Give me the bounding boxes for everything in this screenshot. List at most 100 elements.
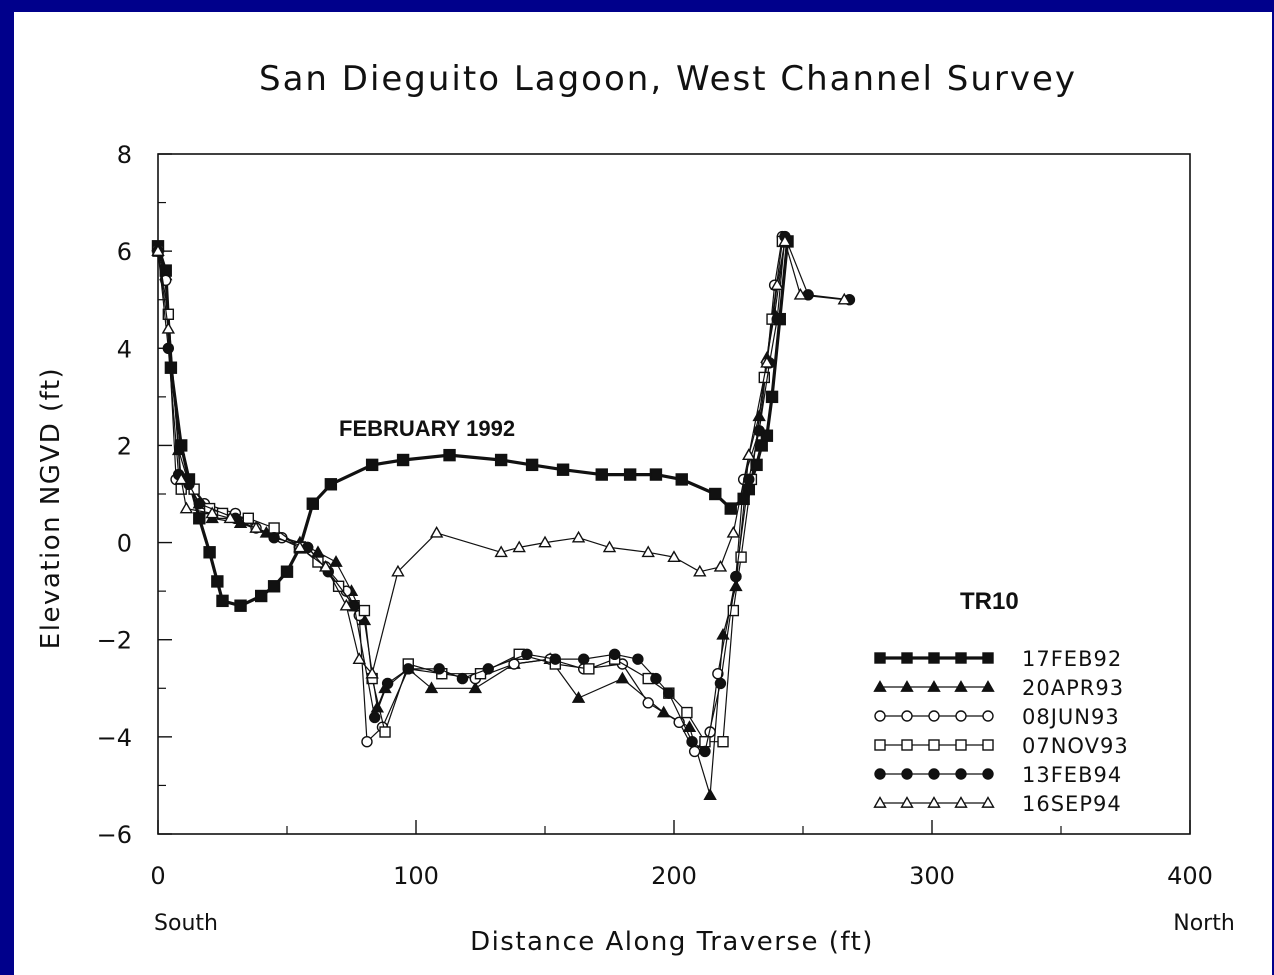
point-07NOV93-24	[681, 706, 693, 719]
point-17FEB92-22	[595, 468, 608, 481]
legend-marker-17FEB92	[955, 652, 967, 664]
legend-marker-07NOV93	[928, 739, 940, 751]
series-08JUN93	[152, 230, 789, 758]
point-17FEB92-9	[234, 599, 247, 612]
series-layer	[151, 230, 856, 800]
point-16SEP94-25	[760, 355, 774, 368]
point-20APR93-23	[682, 720, 697, 732]
point-07NOV93-7	[268, 522, 280, 534]
y-tick-label-5: 4	[117, 335, 132, 363]
legend-marker-16SEP94	[954, 796, 968, 808]
point-07NOV93-12	[358, 604, 371, 617]
point-17FEB92-11	[267, 580, 281, 593]
point-17FEB92-7	[211, 575, 224, 588]
february-1992-annotation: FEBRUARY 1992	[339, 416, 515, 441]
point-17FEB92-12	[280, 565, 294, 578]
point-07NOV93-1	[162, 308, 175, 320]
point-16SEP94-21	[693, 564, 707, 577]
point-16SEP94-5	[223, 511, 237, 524]
point-20APR93-21	[615, 671, 630, 684]
legend-marker-13FEB94	[901, 768, 913, 780]
legend-label-07NOV93: 07NOV93	[1022, 734, 1129, 758]
point-13FEB94-12	[402, 663, 414, 675]
point-17FEB92-15	[324, 478, 338, 491]
point-17FEB92-17	[396, 453, 410, 467]
x-tick-label-400: 400	[1167, 862, 1213, 890]
legend-entry-17FEB92: 17FEB92	[874, 647, 1122, 671]
point-07NOV93-14	[379, 726, 391, 738]
point-17FEB92-5	[193, 512, 206, 525]
point-16SEP94-22	[713, 559, 728, 572]
point-07NOV93-20	[583, 663, 595, 675]
point-16SEP94-16	[538, 535, 552, 548]
point-16SEP94-28	[793, 287, 808, 300]
plot-border	[157, 153, 1191, 835]
point-13FEB94-17	[549, 653, 562, 665]
point-16SEP94-1	[161, 321, 176, 334]
point-16SEP94-11	[365, 666, 379, 679]
point-17FEB92-8	[216, 594, 229, 608]
point-13FEB94-13	[433, 663, 445, 675]
y-tick-label-1: −4	[97, 724, 132, 752]
point-13FEB94-25	[714, 677, 727, 690]
point-13FEB94-27	[743, 473, 755, 486]
south-label: South	[154, 911, 218, 936]
point-17FEB92-10	[254, 589, 268, 603]
point-13FEB94-15	[482, 663, 494, 675]
series-16SEP94	[151, 234, 851, 679]
x-axis-ticks: 0 100 200 300 400	[150, 820, 1213, 890]
legend-marker-08JUN93	[982, 710, 994, 722]
point-13FEB94-14	[456, 672, 469, 685]
point-13FEB94-19	[608, 648, 621, 660]
legend-marker-13FEB94	[874, 768, 886, 780]
legend-marker-20APR93	[900, 680, 914, 692]
point-16SEP94-8	[318, 559, 333, 572]
legend-marker-07NOV93	[874, 739, 886, 751]
x-tick-label-100: 100	[393, 862, 439, 890]
point-16SEP94-20	[667, 550, 681, 562]
x-tick-label-200: 200	[651, 862, 697, 890]
point-20APR93-24	[703, 788, 717, 800]
point-17FEB92-23	[623, 468, 637, 481]
point-13FEB94-1	[162, 342, 175, 354]
point-13FEB94-11	[381, 677, 394, 690]
chart-panel: San Dieguito Lagoon, West Channel Survey…	[14, 12, 1272, 975]
legend-marker-20APR93	[981, 680, 995, 692]
y-tick-label-4: 2	[117, 432, 132, 460]
legend-entry-20APR93: 20APR93	[873, 676, 1123, 700]
point-16SEP94-9	[339, 598, 354, 611]
legend-marker-13FEB94	[955, 768, 967, 780]
legend-label-17FEB92: 17FEB92	[1022, 647, 1122, 671]
point-16SEP94-10	[352, 652, 366, 664]
point-17FEB92-33	[765, 390, 779, 404]
point-16SEP94-23	[726, 525, 741, 538]
legend-marker-07NOV93	[982, 739, 994, 751]
legend-marker-08JUN93	[874, 710, 886, 722]
point-20APR93-17	[468, 681, 483, 694]
point-16SEP94-12	[391, 564, 405, 577]
legend-marker-07NOV93	[955, 739, 967, 751]
legend-marker-16SEP94	[900, 796, 914, 808]
legend-marker-17FEB92	[901, 652, 913, 664]
point-17FEB92-19	[494, 453, 508, 467]
point-16SEP94-29	[837, 292, 851, 305]
point-13FEB94-16	[521, 648, 533, 660]
point-17FEB92-18	[443, 448, 456, 462]
point-07NOV93-26	[717, 736, 729, 748]
point-08JUN93-21	[642, 697, 654, 709]
y-tick-label-6: 6	[117, 238, 132, 266]
point-13FEB94-10	[369, 711, 381, 724]
point-17FEB92-26	[709, 487, 722, 501]
point-16SEP94-15	[512, 540, 526, 553]
x-tick-label-300: 300	[909, 862, 955, 890]
series-line-07NOV93	[157, 241, 783, 743]
y-tick-label-7: 8	[117, 141, 132, 169]
point-17FEB92-27	[724, 502, 737, 515]
y-axis-ticks: −6 −4 −2 0 2 4 6 8	[97, 141, 172, 849]
point-16SEP94-14	[494, 545, 508, 558]
point-20APR93-16	[424, 681, 439, 694]
legend-marker-20APR93	[873, 680, 887, 692]
legend-entry-13FEB94: 13FEB94	[874, 763, 1121, 787]
point-13FEB94-26	[730, 570, 742, 583]
north-label: North	[1173, 911, 1235, 936]
